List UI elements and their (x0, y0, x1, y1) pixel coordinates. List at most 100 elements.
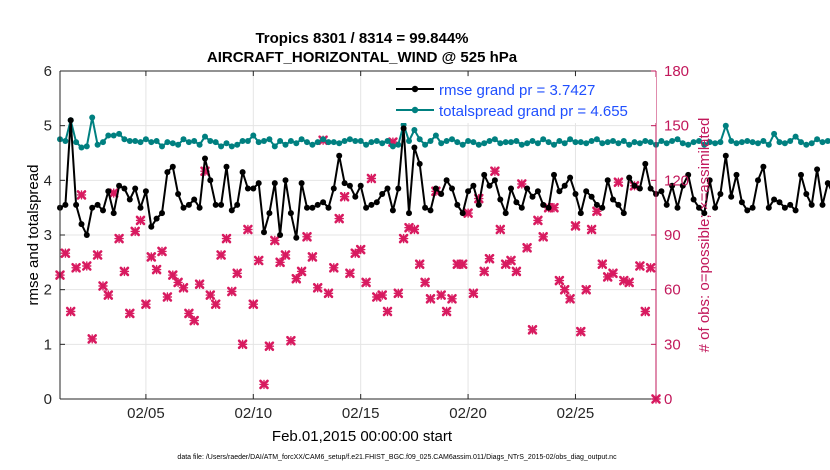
rmse-series-point (346, 182, 353, 189)
totalspread-series-point (304, 139, 310, 146)
chart-subtitle: AIRCRAFT_HORIZONTAL_WIND @ 525 hPa (207, 49, 518, 66)
rmse-series-point (207, 177, 214, 184)
obs-point (575, 326, 586, 337)
obs-point (361, 277, 371, 288)
totalspread-series-point (577, 139, 584, 146)
obs-point (613, 177, 624, 187)
totalspread-series-point (94, 141, 101, 148)
legend-box (390, 77, 656, 123)
totalspread-series-point (83, 143, 90, 150)
rmse-series-point (83, 232, 90, 238)
totalspread-series-point (320, 136, 327, 143)
rmse-series-point (588, 193, 595, 200)
totalspread-series-point (137, 139, 144, 146)
totalspread-series-point (808, 140, 815, 147)
rmse-series-point (416, 160, 423, 167)
obs-point (597, 259, 608, 270)
totalspread-series-point (561, 140, 568, 147)
totalspread-series-point (567, 136, 574, 143)
rmse-series-point (89, 204, 96, 211)
rmse-series-point (411, 144, 418, 151)
rmse-series-point (169, 163, 176, 170)
obs-point (307, 252, 318, 262)
rmse-series-point (373, 199, 380, 206)
totalspread-series-point (309, 141, 316, 148)
totalspread-series-point (765, 141, 772, 148)
rmse-series-point (814, 166, 821, 173)
rmse-series-point (121, 185, 128, 192)
rmse-series-point (287, 210, 294, 217)
y-tick-label-left: 4 (44, 172, 52, 189)
rmse-series-point (540, 201, 547, 208)
rmse-series-point (228, 207, 235, 214)
totalspread-series-point (781, 140, 788, 147)
totalspread-series-point (631, 139, 638, 146)
obs-point (328, 262, 339, 273)
data-file-footnote: data file: /Users/raeder/DAI/ATM_forcXX/… (177, 454, 617, 461)
rmse-series-point (218, 201, 225, 208)
totalspread-series-point (357, 138, 364, 144)
rmse-series-point (271, 180, 278, 187)
totalspread-series-point (545, 139, 552, 146)
rmse-series-point (126, 196, 133, 203)
y-tick-label-right: 180 (664, 63, 689, 80)
totalspread-series-point (615, 140, 622, 147)
totalspread-series-point (642, 138, 649, 144)
obs-point (312, 282, 323, 293)
rmse-series-point (760, 163, 767, 170)
rmse-series-point (336, 152, 343, 159)
obs-point (216, 250, 226, 260)
rmse-series-point (486, 182, 493, 189)
totalspread-series-point (271, 143, 278, 150)
obs-point (538, 232, 549, 242)
totalspread-series-point (105, 132, 112, 139)
totalspread-series-point (121, 136, 128, 143)
totalspread-series-point (572, 139, 579, 146)
rmse-series-point (100, 207, 106, 214)
y-axis-label-right: # of obs: o=possible; ×=assimilated (696, 118, 713, 353)
totalspread-series-point (636, 140, 643, 147)
obs-point (146, 252, 157, 262)
rmse-series-point (776, 199, 783, 206)
rmse-series-point (320, 199, 327, 206)
totalspread-series-point (513, 138, 520, 144)
totalspread-series-point (738, 139, 745, 146)
rmse-series-point (551, 171, 557, 178)
totalspread-series-point (583, 140, 590, 147)
rmse-series-point (406, 210, 412, 217)
obs-point (302, 232, 312, 242)
obs-point (135, 215, 146, 226)
obs-point (355, 244, 366, 255)
rmse-series-point (314, 201, 321, 208)
rmse-series-point (524, 185, 531, 192)
y-tick-label-right: 90 (664, 227, 681, 244)
totalspread-series-point (196, 141, 203, 148)
rmse-series-point (422, 204, 429, 211)
obs-point (248, 299, 259, 310)
obs-point (232, 268, 242, 279)
totalspread-series-point (679, 140, 686, 147)
rmse-series-point (293, 234, 300, 241)
rmse-series-point (459, 210, 466, 217)
y-tick-label-left: 2 (44, 282, 52, 299)
obs-point (339, 191, 350, 202)
rmse-series-point (658, 188, 665, 195)
totalspread-series-point (529, 138, 536, 144)
obs-point (425, 293, 436, 304)
obs-point (640, 306, 651, 317)
totalspread-series-point (223, 140, 230, 147)
rmse-series-point (738, 199, 745, 206)
rmse-series-point (722, 152, 729, 159)
rmse-series-point (180, 204, 187, 211)
y-tick-label-left: 6 (44, 63, 52, 80)
rmse-series-point (470, 182, 477, 189)
legend: rmse grand pr = 3.7427 totalspread grand… (390, 77, 656, 123)
obs-point (168, 270, 178, 280)
totalspread-series-point (234, 141, 241, 148)
rmse-series-point (497, 196, 504, 203)
x-axis-label: Feb.01,2015 00:00:00 start (272, 428, 453, 445)
obs-point (82, 261, 92, 271)
rmse-series-point (325, 204, 332, 211)
totalspread-series-point (228, 143, 235, 150)
obs-point (227, 286, 237, 297)
